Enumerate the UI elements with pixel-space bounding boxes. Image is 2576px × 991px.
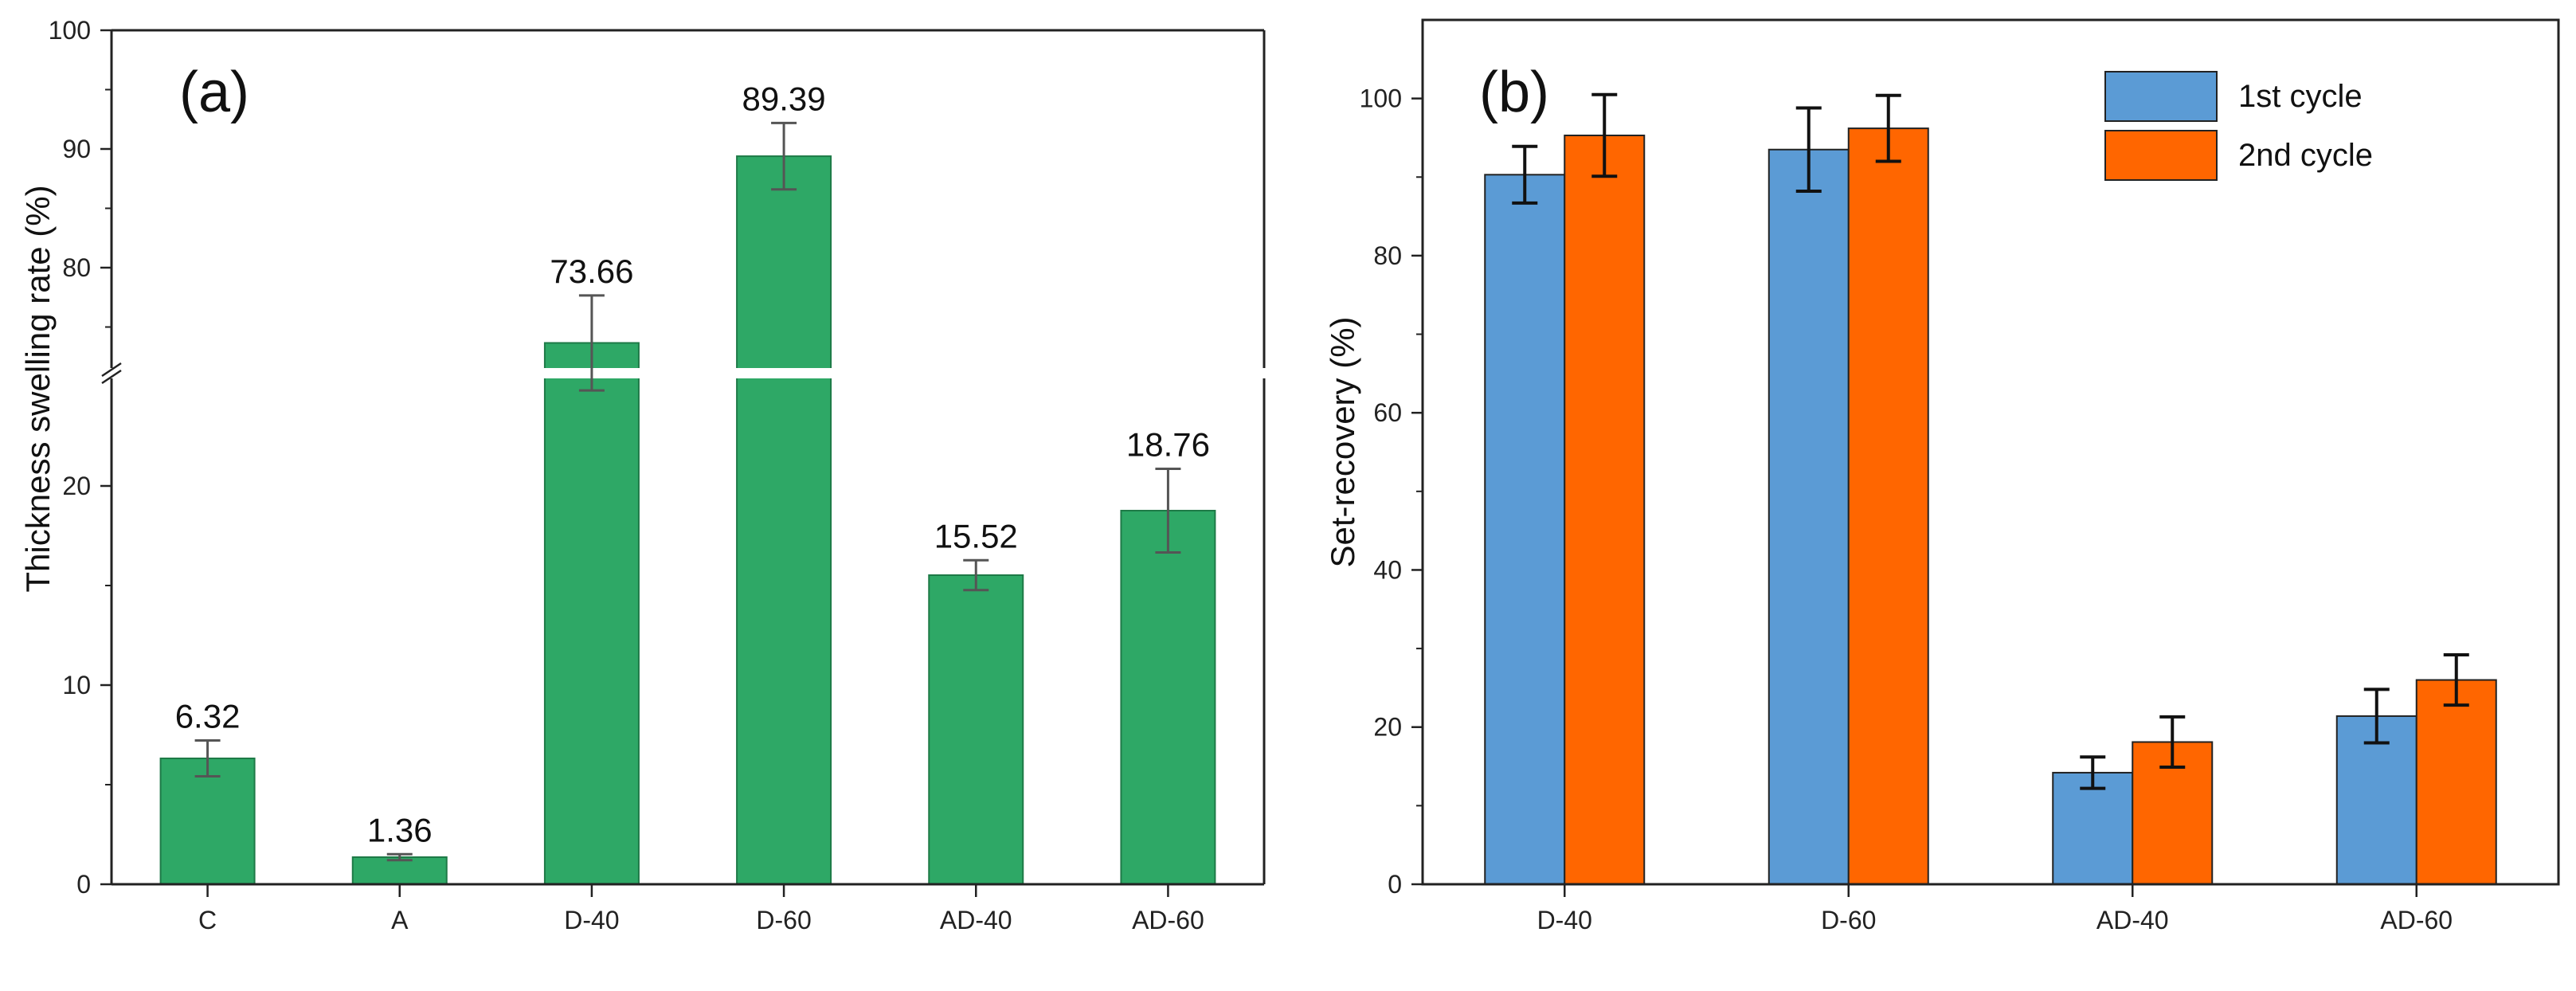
plot-frame xyxy=(1421,18,2560,886)
x-tick-label-d-40: D-40 xyxy=(1537,906,1592,934)
y-tick-label-80: 80 xyxy=(62,253,91,282)
value-label-d-40: 73.66 xyxy=(550,253,633,290)
axis-break-mark-top xyxy=(101,362,122,378)
y-tick-label-10: 10 xyxy=(62,671,91,699)
bar-d-60-series-1 xyxy=(1768,148,1850,885)
bar-d-60-series-2 xyxy=(1847,127,1929,886)
y-tick-label-20: 20 xyxy=(62,472,91,500)
legend-label-1st-cycle: 1st cycle xyxy=(2238,79,2363,114)
panel-b-label: (b) xyxy=(1479,61,1549,124)
bar-ad-40 xyxy=(928,574,1024,885)
y-tick-label-0: 0 xyxy=(1388,870,1402,899)
bar-c xyxy=(159,758,256,885)
legend-swatch-1st-cycle xyxy=(2104,71,2218,122)
panel-b-chart: (b) Set-recovery (%) D-40 D-60 AD-40 AD-60 0… xyxy=(1324,18,2560,934)
bar-ad-40-series-1 xyxy=(2052,771,2134,885)
bar-ad-60 xyxy=(1120,510,1216,885)
bar-d-60 xyxy=(736,155,832,886)
y-tick-label-40: 40 xyxy=(1373,555,1402,584)
x-tick-label-a: A xyxy=(391,906,409,934)
bar-ad-60-series-2 xyxy=(2415,679,2497,886)
panel-a-label: (a) xyxy=(179,61,249,124)
panel-a-y-axis-title: Thickness swelling rate (%) xyxy=(19,185,57,592)
axis-break-mark-bottom xyxy=(101,369,122,385)
x-tick-label-c: C xyxy=(198,906,217,934)
x-tick-label-ad-40: AD-40 xyxy=(2096,906,2169,934)
panel-b-legend: 1st cycle 2nd cycle xyxy=(2104,71,2373,181)
x-tick-label-d-60: D-60 xyxy=(1821,906,1876,934)
value-label-c: 6.32 xyxy=(175,698,241,735)
y-tick-label-80: 80 xyxy=(1373,241,1402,270)
axis-break-gap-d-60 xyxy=(734,368,835,378)
x-tick-label-ad-60: AD-60 xyxy=(2380,906,2453,934)
y-tick-label-0: 0 xyxy=(76,870,91,899)
x-tick-label-d-60: D-60 xyxy=(756,906,811,934)
x-tick-label-ad-40: AD-40 xyxy=(940,906,1012,934)
bar-d-40-series-2 xyxy=(1564,134,1646,885)
panel-b-y-axis-title: Set-recovery (%) xyxy=(1324,316,1361,567)
y-tick-label-100: 100 xyxy=(49,16,91,45)
bar-d-40 xyxy=(543,342,640,885)
bar-d-40-series-1 xyxy=(1484,174,1566,885)
y-tick-label-60: 60 xyxy=(1373,398,1402,427)
panel-a-chart: (a) Thickness swelling rate (%) 6.32 1.36… xyxy=(19,16,1266,934)
legend-swatch-2nd-cycle xyxy=(2104,130,2218,181)
y-tick-label-90: 90 xyxy=(62,135,91,163)
x-tick-label-ad-60: AD-60 xyxy=(1132,906,1204,934)
y-tick-label-20: 20 xyxy=(1373,713,1402,742)
legend-label-2nd-cycle: 2nd cycle xyxy=(2238,138,2373,173)
value-label-a: 1.36 xyxy=(367,811,433,848)
y-tick-label-100: 100 xyxy=(1360,84,1402,113)
value-label-ad-40: 15.52 xyxy=(934,517,1018,554)
value-label-ad-60: 18.76 xyxy=(1126,426,1210,464)
value-label-d-60: 89.39 xyxy=(742,80,826,117)
x-tick-label-d-40: D-40 xyxy=(564,906,619,934)
